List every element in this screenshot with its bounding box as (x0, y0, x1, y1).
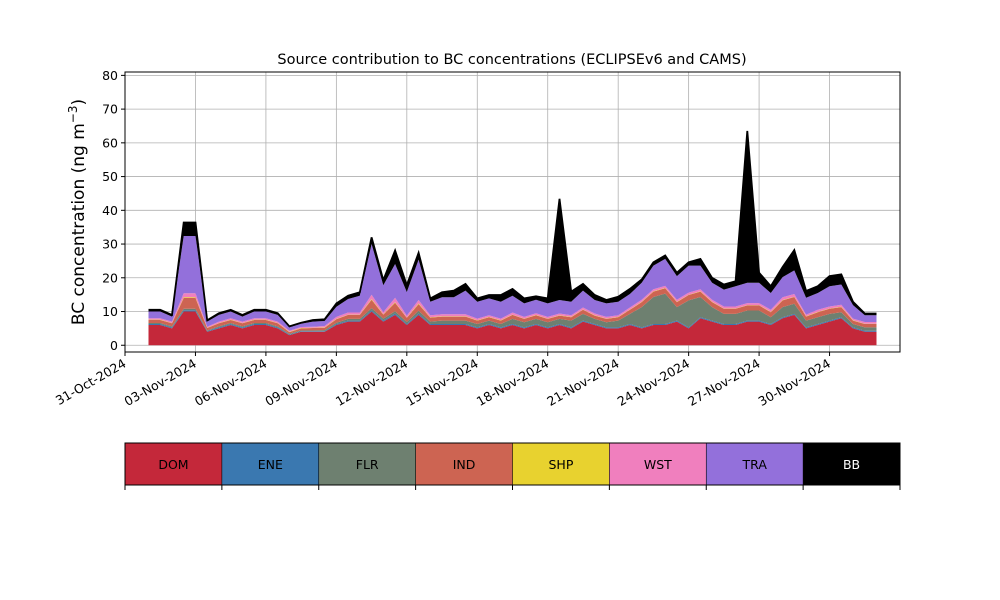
y-tick-label: 10 (102, 304, 118, 319)
y-tick-label: 50 (102, 169, 118, 184)
legend-label-wst: WST (644, 457, 672, 472)
x-tick-label: 18-Nov-2024 (474, 356, 552, 409)
legend-frame (124, 442, 901, 486)
y-axis-label-close: ) (69, 99, 89, 106)
y-tick-label: 70 (102, 102, 118, 117)
legend-label-bb: BB (843, 457, 860, 472)
legend-label-shp: SHP (549, 457, 574, 472)
x-tick-label: 03-Nov-2024 (121, 356, 199, 409)
legend-label-ene: ENE (258, 457, 283, 472)
y-tick-label: 20 (102, 270, 118, 285)
y-axis-label-main: BC concentration (ng m (69, 123, 89, 325)
legend-swatch-ene (221, 443, 320, 485)
total-line (148, 130, 877, 328)
x-tick-label: 21-Nov-2024 (544, 356, 622, 409)
legend-swatch-bb (803, 443, 901, 485)
plot-frame (124, 71, 901, 353)
legend-swatch-tra (706, 443, 804, 485)
legend-label-tra: TRA (742, 457, 768, 472)
x-tick-label: 30-Nov-2024 (756, 356, 834, 409)
y-tick-label: 30 (102, 237, 118, 252)
x-tick-label: 24-Nov-2024 (615, 356, 693, 409)
x-tick-label: 12-Nov-2024 (333, 356, 411, 409)
legend-label-flr: FLR (356, 457, 379, 472)
legend-swatch-wst (609, 443, 707, 485)
legend-swatch-shp (512, 443, 610, 485)
legend-swatch-flr (318, 443, 417, 485)
x-tick-label: 06-Nov-2024 (192, 356, 270, 409)
area-series-flr (148, 293, 877, 335)
legend-label-ind: IND (453, 457, 476, 472)
area-series-dom (148, 311, 877, 346)
y-tick-label: 0 (110, 338, 118, 353)
chart-title: Source contribution to BC concentrations… (277, 52, 746, 68)
x-tick-label: 31-Oct-2024 (53, 356, 129, 408)
y-tick-label: 80 (102, 68, 118, 83)
y-tick-label: 60 (102, 135, 118, 150)
x-tick-label: 09-Nov-2024 (262, 356, 340, 409)
y-axis-label-superscript: −3 (66, 105, 80, 123)
x-tick-label: 15-Nov-2024 (403, 356, 481, 409)
x-tick-label: 27-Nov-2024 (685, 356, 763, 409)
y-axis-label: BC concentration (ng m−3) (66, 99, 89, 325)
legend-swatch-dom (125, 443, 223, 485)
y-tick-label: 40 (102, 203, 118, 218)
legend-label-dom: DOM (158, 457, 188, 472)
legend-swatch-ind (415, 443, 513, 485)
area-series-ind (148, 288, 877, 334)
area-series-tra (148, 236, 877, 331)
